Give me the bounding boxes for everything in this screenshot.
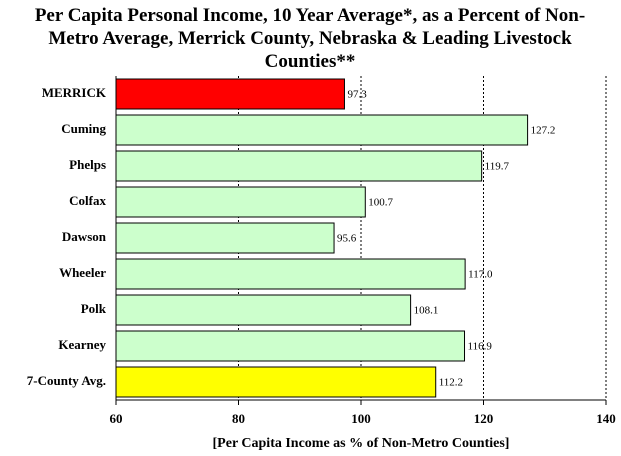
y-tick-label: MERRICK <box>42 85 107 100</box>
bar <box>115 330 466 362</box>
bar <box>115 150 483 182</box>
value-label: 97.3 <box>347 89 367 101</box>
value-label: 100.7 <box>368 197 393 209</box>
chart-title: Per Capita Personal Income, 10 Year Aver… <box>34 5 586 72</box>
value-label: 117.0 <box>468 269 493 281</box>
y-tick-label: Phelps <box>69 157 106 172</box>
y-tick-label: Dawson <box>62 229 107 244</box>
x-tick-label: 140 <box>596 411 616 426</box>
value-label: 116.9 <box>468 341 493 353</box>
value-label: 112.2 <box>439 377 463 389</box>
x-tick-label: 120 <box>474 411 494 426</box>
value-label: 108.1 <box>414 305 439 317</box>
value-label: 95.6 <box>337 233 357 245</box>
bar <box>115 294 412 326</box>
value-label: 127.2 <box>531 125 556 137</box>
y-tick-label: Wheeler <box>59 265 106 280</box>
y-tick-label: Kearney <box>58 337 106 352</box>
bar <box>115 78 345 110</box>
y-tick-label: Cuming <box>61 121 106 136</box>
x-axis-label: [Per Capita Income as % of Non-Metro Cou… <box>213 436 510 451</box>
y-tick-label: 7-County Avg. <box>27 373 106 388</box>
y-tick-label: Colfax <box>69 193 106 208</box>
x-tick-label: 60 <box>110 411 123 426</box>
x-tick-label: 100 <box>351 411 371 426</box>
value-label: 119.7 <box>485 161 510 173</box>
bar <box>115 114 529 146</box>
bar <box>115 366 437 398</box>
y-tick-label: Polk <box>81 301 107 316</box>
x-tick-label: 80 <box>232 411 245 426</box>
bar <box>115 186 366 218</box>
bar <box>115 222 335 254</box>
bar <box>115 258 466 290</box>
